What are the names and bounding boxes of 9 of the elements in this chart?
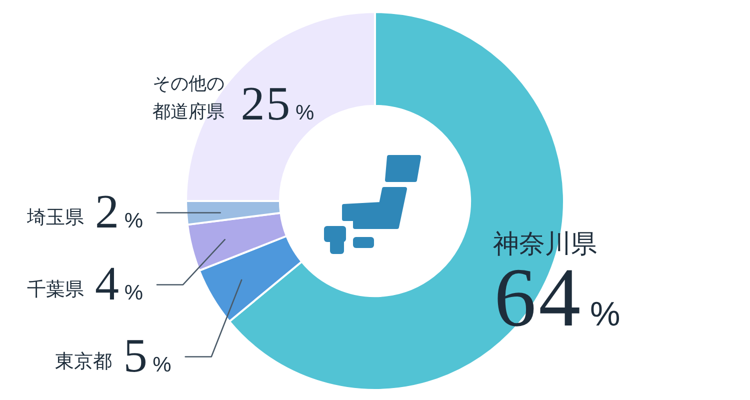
category-label: その他の: [152, 74, 225, 94]
category-label: 都道府県: [152, 102, 225, 122]
category-label: 千葉県: [26, 280, 84, 301]
category-label: 埼玉県: [26, 208, 84, 229]
value-label: 4%: [95, 258, 143, 311]
value-label: 2%: [95, 186, 143, 239]
value-label: 25%: [240, 78, 314, 131]
value-label: 5%: [123, 330, 172, 383]
category-label: 東京都: [55, 352, 112, 373]
